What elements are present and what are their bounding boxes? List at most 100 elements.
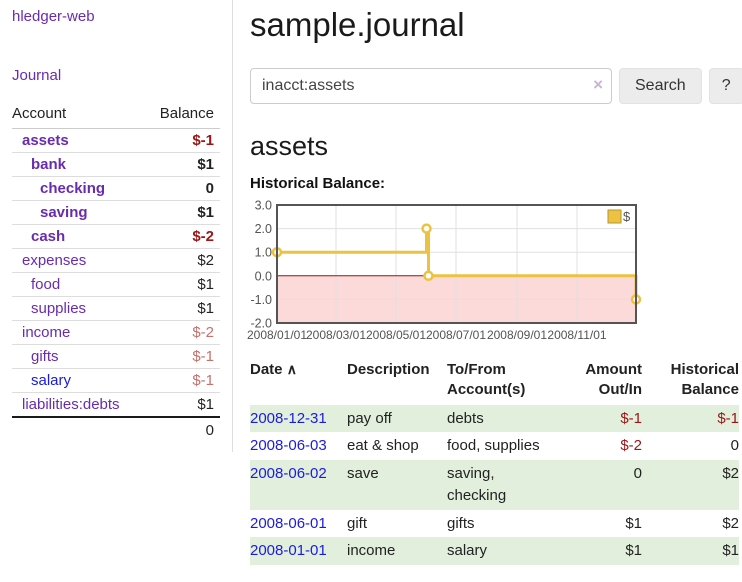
sidebar-account-balance: $2 — [145, 248, 220, 273]
register-header-date[interactable]: Date ∧ — [250, 358, 347, 405]
register-date-cell: 2008-06-01 — [250, 510, 347, 538]
register-date-link[interactable]: 2008-12-31 — [250, 409, 327, 427]
register-date-link[interactable]: 2008-06-01 — [250, 514, 327, 532]
register-date-link[interactable]: 2008-01-01 — [250, 542, 327, 560]
sidebar-account-row: expenses $2 — [12, 248, 220, 273]
sidebar-account-cell: income — [12, 320, 146, 345]
search-form: × Search ? — [250, 68, 742, 104]
register-balance-cell: 0 — [730, 437, 739, 455]
sidebar-account-row: assets $-1 — [12, 128, 220, 153]
sidebar-account-row: checking 0 — [12, 176, 220, 201]
sidebar-account-cell: expenses — [12, 248, 146, 273]
register-header-accounts: To/From Account(s) — [447, 361, 526, 399]
y-axis-tick-label: 3.0 — [255, 199, 272, 213]
register-description-cell: pay off — [347, 409, 392, 427]
sidebar-account-link-supplies[interactable]: supplies — [31, 300, 87, 317]
register-accounts-cell: debts — [447, 409, 484, 427]
sidebar-account-row: food $1 — [12, 272, 220, 297]
help-button[interactable]: ? — [708, 68, 742, 104]
sidebar-account-cell: assets — [12, 128, 146, 153]
register-date-cell: 2008-06-02 — [250, 460, 347, 510]
search-input-wrap: × — [250, 68, 612, 104]
sidebar-account-balance: $-2 — [145, 320, 220, 345]
sidebar-account-link-bank[interactable]: bank — [31, 156, 67, 173]
x-axis-tick-label: 2008/09/01 — [487, 328, 547, 342]
register-balance-cell: $1 — [722, 542, 739, 560]
register-body: 2008-12-31 pay off debts $-1 $-1 2008-06-03 ea… — [250, 404, 739, 565]
register-amount-cell: $-2 — [620, 437, 642, 455]
register-date-cell: 2008-12-31 — [250, 405, 347, 433]
y-axis-tick-label: -1.0 — [250, 293, 272, 307]
clear-search-icon[interactable]: × — [593, 75, 603, 94]
data-point-marker — [423, 270, 434, 282]
register-date-cell: 2008-01-01 — [250, 537, 347, 565]
account-heading: assets — [250, 131, 329, 161]
register-row: 2008-06-02 save saving, checking 0 $2 — [250, 460, 739, 510]
register-description-cell: save — [347, 465, 379, 482]
balance-column-header: Balance — [145, 100, 220, 129]
register-amount-cell: 0 — [633, 465, 642, 482]
register-date-link[interactable]: 2008-06-03 — [250, 437, 327, 455]
y-axis-tick-label: 2.0 — [255, 222, 272, 236]
sidebar-account-link-gifts[interactable]: gifts — [31, 348, 59, 365]
sidebar-account-cell: food — [12, 272, 146, 297]
x-axis-tick-label: 2008/03/01 — [306, 328, 366, 342]
sidebar-total-spacer — [12, 416, 146, 443]
sidebar-account-link-liabilities-debts[interactable]: liabilities:debts — [22, 396, 120, 413]
x-axis-tick-label: 2008/05/01 — [366, 328, 426, 342]
register-balance-cell: $2 — [722, 514, 739, 532]
x-axis-tick-label: 2008/07/01 — [426, 328, 486, 342]
sidebar-account-link-salary[interactable]: salary — [31, 372, 72, 389]
register-header-row: Date ∧ Description To/From Account(s) Am… — [250, 358, 739, 405]
register-header-amount: Amount Out/In — [585, 361, 642, 399]
brand-link[interactable]: hledger-web — [12, 8, 95, 25]
sidebar-accounts-table: Account Balance assets $-1 bank $1 checking 0… — [12, 100, 220, 443]
register-description-cell: income — [347, 542, 396, 560]
register-table: Date ∧ Description To/From Account(s) Am… — [250, 358, 739, 565]
sidebar-account-row: income $-2 — [12, 320, 220, 345]
register-amount-cell: $1 — [625, 542, 642, 560]
sidebar-account-balance: $1 — [145, 392, 220, 418]
sidebar-account-balance: $1 — [145, 200, 220, 225]
register-description-cell: gift — [347, 514, 368, 532]
sidebar-account-link-saving[interactable]: saving — [40, 204, 88, 221]
register-accounts-cell: gifts — [447, 514, 475, 532]
sidebar-item-journal[interactable]: Journal — [12, 67, 62, 84]
sidebar-account-cell: supplies — [12, 296, 146, 321]
register-date-cell: 2008-06-03 — [250, 432, 347, 460]
sidebar-account-cell: saving — [12, 200, 146, 225]
sidebar-account-link-assets[interactable]: assets — [22, 132, 69, 149]
x-axis-tick-label: 2008/01/01 — [247, 328, 307, 342]
sidebar-account-link-checking[interactable]: checking — [40, 180, 106, 197]
search-button[interactable]: Search — [619, 68, 702, 104]
sidebar-account-link-food[interactable]: food — [31, 276, 61, 293]
register-description-cell: eat & shop — [347, 437, 419, 455]
sidebar-account-link-income[interactable]: income — [22, 324, 71, 341]
sidebar-account-balance: $-1 — [145, 368, 220, 393]
sidebar-accounts-header-row: Account Balance — [12, 100, 220, 129]
sort-ascending-icon: ∧ — [286, 361, 297, 377]
sidebar: hledger-web Journal Account Balance asse… — [0, 0, 233, 452]
date-header-label: Date — [250, 361, 283, 378]
register-accounts-cell: saving, checking — [447, 465, 507, 504]
sidebar-account-cell: bank — [12, 152, 146, 177]
register-accounts-cell: salary — [447, 542, 488, 560]
chart-canvas: 3.0 2.0 1.0 0.0 -1.0 -2.02008/01/012008/03/01… — [247, 199, 642, 342]
sidebar-account-link-cash[interactable]: cash — [31, 228, 66, 245]
register-date-link[interactable]: 2008-06-02 — [250, 465, 327, 482]
sidebar-account-row: cash $-2 — [12, 224, 220, 249]
register-amount-cell: $1 — [625, 514, 642, 532]
page-title: sample.journal — [250, 6, 465, 43]
register-row: 2008-01-01 income salary $1 $1 — [250, 537, 739, 565]
sidebar-account-link-expenses[interactable]: expenses — [22, 252, 87, 269]
sidebar-account-balance: $1 — [145, 152, 220, 177]
sidebar-account-balance: $-1 — [145, 128, 220, 153]
register-balance-cell: $2 — [722, 465, 739, 482]
sidebar-account-cell: checking — [12, 176, 146, 201]
y-axis-tick-label: -2.0 — [250, 317, 272, 331]
register-header-balance: Historical Balance — [670, 361, 739, 399]
sidebar-account-row: liabilities:debts $1 — [12, 392, 220, 418]
legend-swatch — [607, 209, 622, 224]
sidebar-account-row: supplies $1 — [12, 296, 220, 321]
search-input[interactable] — [250, 68, 612, 104]
